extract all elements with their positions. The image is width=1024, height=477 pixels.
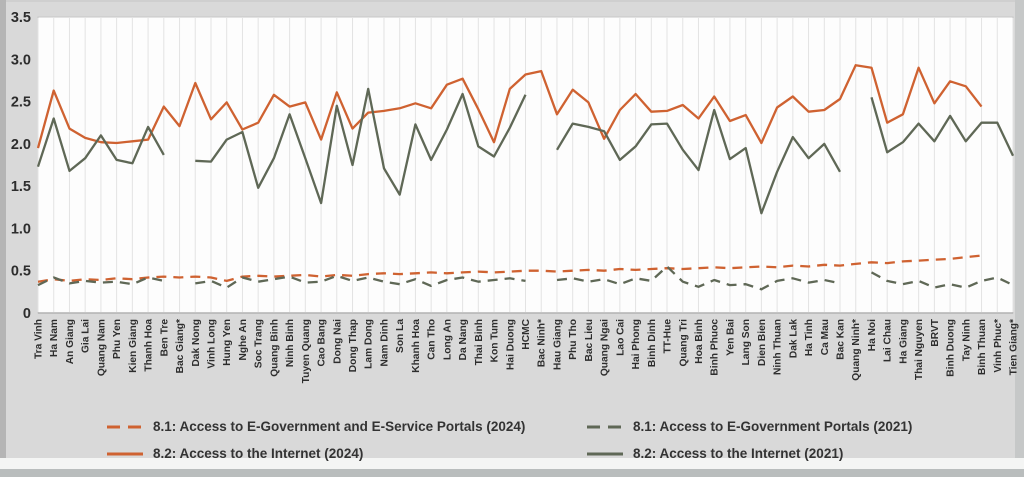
x-category-label: Thai Binh: [474, 319, 485, 365]
x-category-label: Vinh Long: [206, 319, 217, 369]
x-category-label: Ha Nam: [49, 319, 60, 357]
x-category-label: Son La: [395, 319, 406, 353]
solid-line-swatch: [107, 452, 143, 455]
x-category-label: Vinh Phuc*: [993, 319, 1004, 373]
legend-label: 8.1: Access to E-Government Portals (202…: [633, 419, 913, 434]
page-right-edge: [1015, 0, 1024, 477]
dashed-line-swatch: [587, 425, 623, 428]
x-category-label: Ha Giang: [898, 319, 909, 364]
x-category-label: BRVT: [930, 318, 941, 346]
series-line-egov-portals-2021: [37, 265, 1014, 291]
x-category-label: Quang Nam: [96, 319, 107, 376]
x-category-label: Kon Tum: [490, 319, 501, 362]
legend-item-egov-portals-2021: 8.1: Access to E-Government Portals (202…: [587, 413, 912, 440]
x-category-label: Phu Tho: [568, 319, 579, 360]
x-category-label: Dong Thap: [348, 319, 359, 372]
legend-column-left: 8.1: Access to E-Government and E-Servic…: [107, 413, 525, 467]
series-line-egov-portals-2024: [37, 254, 982, 283]
series-line-internet-2021: [36, 87, 1015, 215]
x-category-label: Quang Tri: [678, 319, 689, 367]
x-category-label: Tuyen Quang: [301, 319, 312, 383]
x-category-label: Yen Bai: [725, 319, 736, 356]
y-tick-label: 2.0: [11, 137, 31, 153]
x-category-label: Tien Giang*: [1009, 319, 1020, 375]
x-category-label: Ninh Thuan: [773, 319, 784, 375]
x-category-label: Bac Kan: [836, 319, 847, 360]
x-category-label: Nam Dinh: [379, 319, 390, 367]
line-chart-canvas: 0 0.5 1.0 1.5 2.0 2.5 3.0 3.5 Tra Vinh Ha Nam An G…: [11, 10, 1020, 383]
x-category-label: Ha Tinh: [804, 319, 815, 356]
x-category-label: Gia Lai: [81, 319, 92, 353]
x-category-label: Ninh Binh: [285, 319, 296, 367]
solid-line-swatch: [587, 452, 623, 455]
page-top-edge: [0, 0, 1024, 2]
x-category-label: Binh Phuoc: [710, 319, 721, 376]
y-tick-label: 2.5: [11, 95, 31, 111]
x-category-label: Thai Nguyen: [914, 319, 925, 380]
x-category-label: Soc Trang: [254, 319, 265, 368]
legend-item-internet-2024: 8.2: Access to the Internet (2024): [107, 440, 525, 467]
page-bottom-gray-band: [0, 469, 1024, 477]
x-category-label: Kien Giang: [128, 319, 139, 373]
x-category-label: TT-Hue: [663, 319, 674, 354]
x-category-label: HCMC: [521, 318, 532, 349]
x-category-label: Dak Nong: [191, 319, 202, 367]
x-category-label: Bac Giang*: [175, 319, 186, 373]
x-category-label: Dien Bien: [757, 319, 768, 366]
x-category-label: Long An: [442, 319, 453, 360]
x-category-label: Hai Phong: [631, 319, 642, 369]
x-category-label: Hai Duong: [505, 319, 516, 370]
x-category-label: Lam Dong: [364, 319, 375, 369]
y-tick-label: 3.5: [11, 10, 31, 26]
legend-item-egov-portals-2024: 8.1: Access to E-Government and E-Servic…: [107, 413, 525, 440]
x-category-label: Lao Cai: [615, 319, 626, 356]
x-category-label: An Giang: [65, 319, 76, 364]
y-tick-label: 1.0: [11, 221, 31, 237]
x-category-label: Binh Thuan: [977, 319, 988, 375]
x-category-label: Lang Son: [741, 319, 752, 365]
page-left-edge: [0, 0, 6, 477]
x-category-label: Can Tho: [427, 319, 438, 360]
legend-item-internet-2021: 8.2: Access to the Internet (2021): [587, 440, 912, 467]
x-category-label: Dak Lak: [788, 319, 799, 358]
x-category-label: Phu Yen: [112, 319, 123, 359]
page-bottom-white-band: [0, 458, 1024, 469]
x-category-label: Dong Nai: [332, 319, 343, 364]
chart-legend: 8.1: Access to E-Government and E-Servic…: [0, 413, 1024, 469]
x-category-label: Hau Giang: [552, 319, 563, 370]
x-category-label: Quang Ngai: [600, 319, 611, 376]
legend-label: 8.1: Access to E-Government and E-Servic…: [153, 419, 526, 434]
x-category-label: Binh Duong: [946, 319, 957, 377]
legend-column-right: 8.1: Access to E-Government Portals (202…: [587, 413, 912, 467]
y-tick-label: 0: [23, 306, 31, 322]
x-category-label: Ben Tre: [159, 319, 170, 357]
x-category-label: Quang Ninh*: [851, 319, 862, 381]
series-line-internet-2024: [36, 64, 983, 149]
y-tick-label: 3.0: [11, 52, 31, 68]
x-category-label: Da Nang: [458, 319, 469, 360]
x-category-label: Quang Binh: [269, 319, 280, 377]
dashed-line-swatch: [107, 425, 143, 428]
x-category-label: Bac Ninh*: [537, 319, 548, 367]
y-tick-label: 0.5: [11, 264, 31, 280]
x-category-label: Thanh Hoa: [144, 319, 155, 372]
x-category-label: Cao Bang: [317, 319, 328, 367]
x-category-label: Khanh Hoa: [411, 319, 422, 373]
x-category-label: Hung Yen: [222, 319, 233, 366]
x-category-label: Ha Noi: [867, 319, 878, 351]
x-category-label: Hoa Binh: [694, 319, 705, 364]
x-category-label: Bac Lieu: [584, 319, 595, 361]
x-category-label: Tay Ninh: [961, 319, 972, 361]
legend-label: 8.2: Access to the Internet (2021): [633, 446, 844, 461]
x-category-label: Ca Mau: [820, 319, 831, 355]
y-tick-label: 1.5: [11, 179, 31, 195]
x-category-label: Tra Vinh: [34, 319, 45, 359]
x-category-label: Lai Chau: [883, 319, 894, 362]
x-category-label: Nghe An: [238, 319, 249, 361]
legend-label: 8.2: Access to the Internet (2024): [153, 446, 364, 461]
x-category-label: Binh Dinh: [647, 319, 658, 367]
